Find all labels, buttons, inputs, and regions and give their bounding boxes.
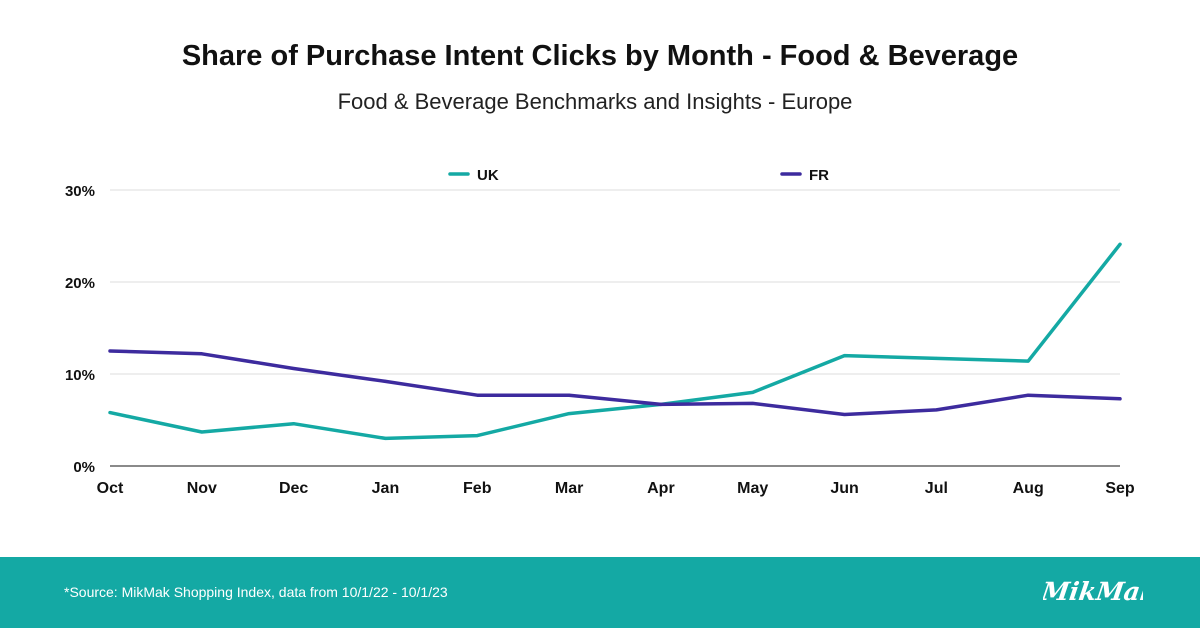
data-point-fr	[475, 393, 479, 397]
x-tick-label: Nov	[187, 480, 217, 497]
data-point-uk	[383, 436, 387, 440]
x-tick-label: Feb	[463, 480, 492, 497]
series-lines	[108, 242, 1122, 441]
data-point-fr	[1118, 397, 1122, 401]
chart-subtitle: Food & Beverage Benchmarks and Insights …	[337, 89, 853, 114]
data-point-uk	[475, 434, 479, 438]
series-line-fr	[108, 349, 1122, 417]
legend-label-fr: FR	[809, 167, 829, 184]
data-point-fr	[108, 349, 112, 353]
y-tick-label: 0%	[73, 459, 95, 476]
x-tick-label: Mar	[555, 480, 583, 497]
data-point-uk	[108, 411, 112, 415]
source-note: *Source: MikMak Shopping Index, data fro…	[64, 584, 448, 600]
x-tick-label: Sep	[1105, 480, 1135, 497]
data-point-fr	[1026, 393, 1030, 397]
data-point-fr	[383, 379, 387, 383]
data-point-uk	[934, 356, 938, 360]
x-tick-label: Dec	[279, 480, 308, 497]
data-point-uk	[200, 430, 204, 434]
y-axis: 0% 10% 20% 30%	[65, 183, 95, 476]
data-point-fr	[567, 393, 571, 397]
legend-label-uk: UK	[477, 167, 499, 184]
x-tick-label: Jun	[830, 480, 858, 497]
data-point-uk	[1118, 242, 1122, 246]
y-tick-label: 10%	[65, 367, 95, 384]
series-line-uk	[108, 242, 1122, 441]
x-tick-label: Jul	[925, 480, 948, 497]
line-chart: 0% 10% 20% 30% Oct Nov Dec Jan Feb Mar Apr May Jun J…	[65, 167, 1135, 497]
x-tick-label: May	[737, 480, 768, 497]
data-point-fr	[200, 352, 204, 356]
gridlines	[110, 189, 1120, 467]
data-point-uk	[751, 390, 755, 394]
data-point-uk	[567, 412, 571, 416]
mikmak-logo: MikMak	[1043, 576, 1143, 606]
data-point-fr	[659, 402, 663, 406]
data-point-fr	[843, 412, 847, 416]
logo-wordmark: MikMak	[1043, 576, 1143, 606]
x-tick-label: Jan	[372, 480, 400, 497]
x-axis: Oct Nov Dec Jan Feb Mar Apr May Jun Jul Aug Sep	[97, 480, 1135, 497]
y-tick-label: 30%	[65, 183, 95, 200]
footer-bar: *Source: MikMak Shopping Index, data fro…	[0, 557, 1200, 628]
data-point-uk	[292, 422, 296, 426]
x-tick-label: Apr	[647, 480, 675, 497]
chart-title: Share of Purchase Intent Clicks by Month…	[181, 40, 1019, 72]
data-point-fr	[292, 366, 296, 370]
data-point-uk	[843, 354, 847, 358]
y-tick-label: 20%	[65, 275, 95, 292]
legend: UK FR	[448, 167, 829, 184]
data-point-uk	[1026, 359, 1030, 363]
x-tick-label: Aug	[1013, 480, 1044, 497]
data-point-fr	[751, 401, 755, 405]
x-tick-label: Oct	[97, 480, 124, 497]
data-point-fr	[934, 408, 938, 412]
